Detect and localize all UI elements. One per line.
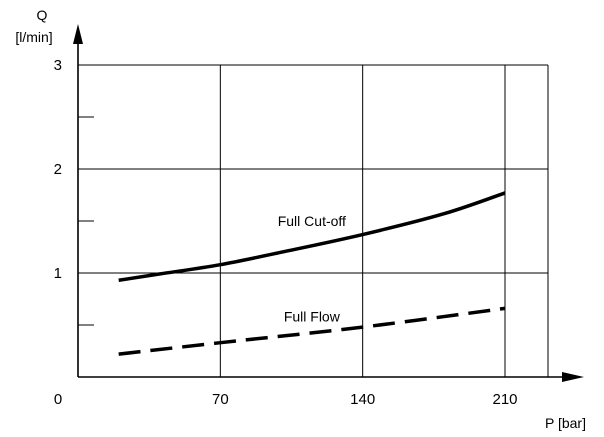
y-axis-title-line2: [l/min] [15, 29, 52, 45]
x-tick-label-210: 210 [492, 391, 517, 408]
y-axis-title-line1: Q [37, 7, 48, 23]
y-tick-label-3: 3 [54, 57, 62, 74]
y-axis-arrow [73, 24, 83, 44]
annotation-full-flow: Full Flow [284, 309, 341, 325]
x-tick-label-70: 70 [212, 391, 229, 408]
x-axis-title: P [bar] [545, 415, 586, 431]
grid [78, 64, 549, 377]
axes [73, 24, 584, 382]
y-tick-label-2: 2 [54, 161, 62, 178]
x-axis-arrow [562, 372, 584, 382]
series-line-full-cut-off [118, 191, 506, 283]
y-tick-label-1: 1 [54, 265, 62, 282]
x-tick-label-140: 140 [350, 391, 375, 408]
series-group [118, 191, 506, 356]
x-tick-label-0: 0 [54, 391, 62, 408]
labels-group: Q [l/min] P [bar] 0 70 140 210 1 2 3 Full Cut-o… [15, 7, 586, 431]
annotation-full-cut-off: Full Cut-off [278, 213, 346, 229]
series-line-full-flow [118, 306, 506, 356]
